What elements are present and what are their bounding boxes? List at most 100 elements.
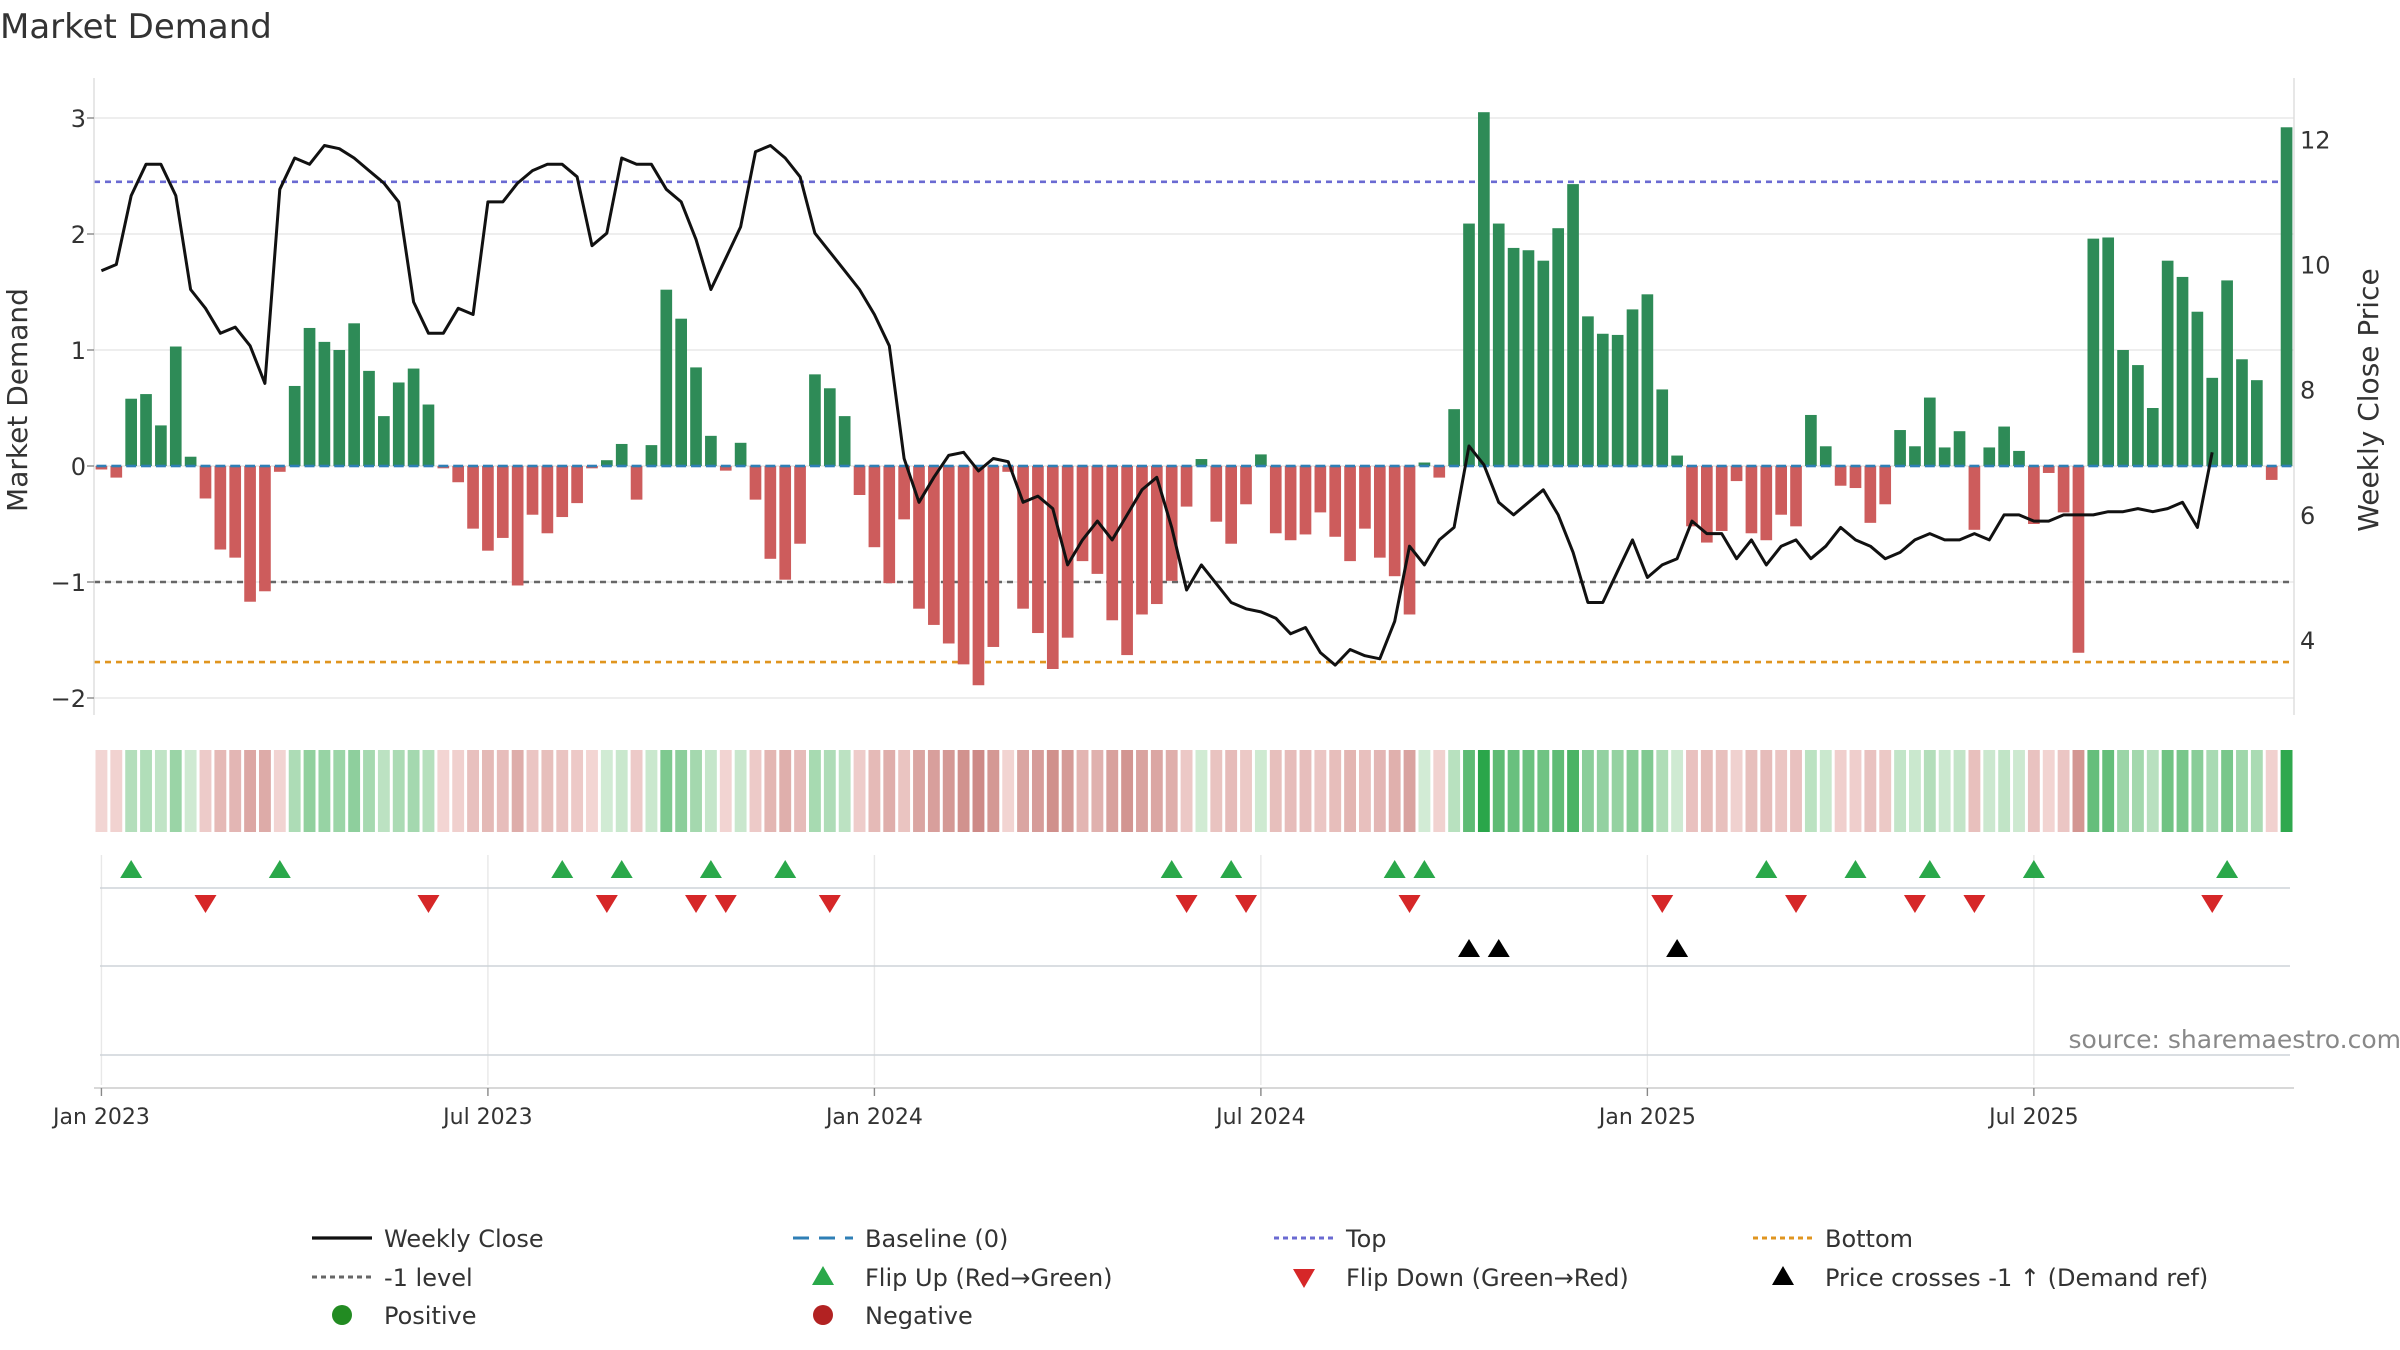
demand-bar [1314,466,1327,513]
demand-bar [1953,431,1966,466]
demand-bar [1730,466,1743,482]
flip-up-marker [774,860,797,878]
flip-up-marker [1383,860,1406,878]
y-axis-label: Market Demand [1,288,34,512]
demand-bar [1448,409,1460,466]
flip-up-marker [120,860,143,878]
heat-cell [1225,750,1238,832]
flip-down-marker [714,895,737,913]
demand-bar [2013,450,2025,466]
heat-cell [1894,750,1907,832]
demand-bar [2206,377,2219,466]
heat-cell [2265,750,2278,832]
demand-bar [392,382,405,466]
legend-swatch [332,1305,352,1325]
legend-swatch [1772,1266,1794,1285]
heat-cell [764,750,777,832]
heat-cell [883,750,896,832]
heat-cell [511,750,524,832]
demand-bar [1002,466,1015,472]
demand-bar [1507,247,1520,466]
flip-up-marker [1413,860,1436,878]
y2-tick-label: 10 [2300,251,2331,279]
heat-cell [809,750,821,832]
demand-bar [348,323,360,466]
legend-swatch [813,1305,833,1325]
heat-cell [1091,750,1104,832]
heat-cell [1195,750,1208,832]
heat-cell [2146,750,2159,832]
legend-label: Baseline (0) [865,1225,1008,1253]
demand-bar [541,466,554,534]
y-tick-label: 1 [71,337,86,365]
demand-bar [303,327,316,466]
demand-bar [1894,430,1906,466]
heat-cell [1031,750,1044,832]
heat-cell [2013,750,2025,832]
demand-bar [2265,466,2278,480]
demand-bar [794,466,806,544]
demand-bar [2176,276,2189,466]
demand-bar [734,442,747,466]
heat-cell [1626,750,1639,832]
heat-cell [1968,750,1981,832]
demand-bar [1923,397,1936,466]
demand-bar [1492,223,1505,466]
demand-bar [1106,466,1119,621]
heat-cell [526,750,539,832]
heat-cell [1017,750,1029,832]
heat-cell [1953,750,1966,832]
heat-cell [913,750,925,832]
y2-tick-label: 4 [2300,627,2315,655]
heat-cell [1581,750,1594,832]
demand-bar [1061,466,1074,638]
demand-bar [1567,184,1579,466]
heat-cell [229,750,242,832]
demand-bar [452,466,465,483]
demand-bar [2072,466,2085,653]
demand-bar [957,466,970,665]
demand-bar [1269,466,1282,534]
demand-bar [1463,223,1475,466]
flip-up-marker [610,860,633,878]
demand-bar [1284,466,1297,541]
heat-cell [318,750,331,832]
demand-bar [1121,466,1133,656]
demand-bar [1834,466,1847,486]
demand-bar [2102,237,2115,466]
demand-bar [1909,446,1921,466]
heat-cell [690,750,702,832]
source-credit: source: sharemaestro.com [2069,1025,2400,1054]
demand-bar [630,466,643,500]
heat-cell [259,750,271,832]
demand-bar [2028,466,2040,524]
heat-cell [823,750,836,832]
demand-bar [1136,466,1148,615]
demand-bar [556,466,569,518]
demand-bar [1983,447,1996,466]
heat-cell [1165,750,1178,832]
demand-bar [1403,466,1416,615]
y-tick-label: −1 [51,569,86,597]
chart-title: Market Demand [0,7,272,47]
heat-cell [154,750,167,832]
heat-cell [734,750,747,832]
heat-cell [571,750,584,832]
heat-cell [1686,750,1698,832]
heat-cell [1552,750,1565,832]
demand-bar [155,425,167,466]
heat-cell [1180,750,1193,832]
demand-bar [1032,466,1044,634]
heat-cell [1433,750,1446,832]
flip-down-marker [1175,895,1198,913]
heat-cell [1299,750,1312,832]
heat-cell [392,750,405,832]
heat-cell [1834,750,1847,832]
heat-cell [481,750,494,832]
demand-bar [1478,112,1490,466]
flip-down-marker [818,895,841,913]
heat-cell [1938,750,1951,832]
flip-down-marker [2201,895,2224,913]
heat-cell [2087,750,2100,832]
